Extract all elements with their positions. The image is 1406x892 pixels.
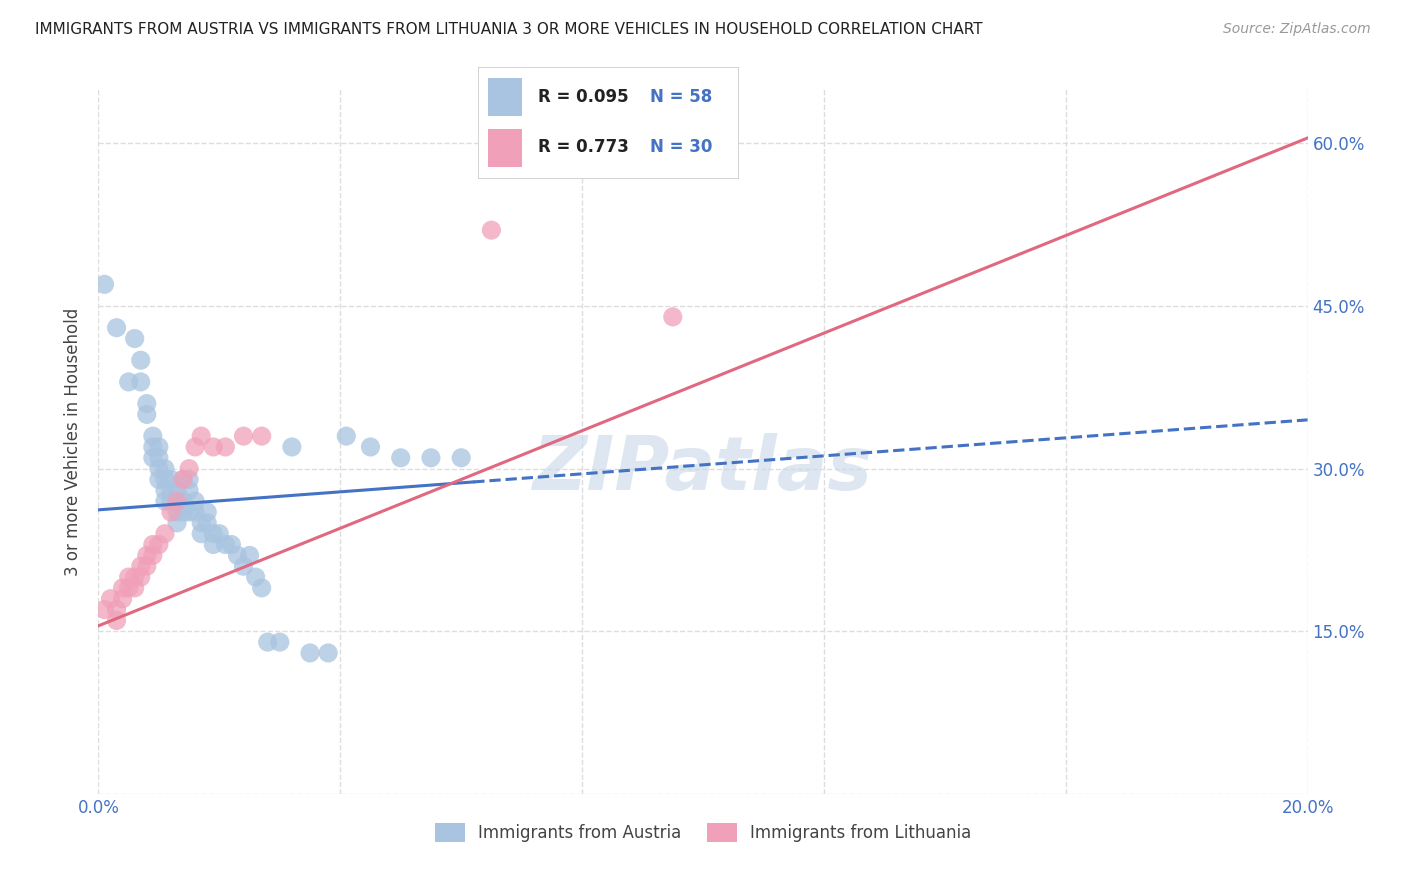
Point — [129, 375, 152, 389]
Point — [179, 473, 201, 487]
Point — [420, 450, 443, 465]
Point — [153, 461, 176, 475]
Point — [281, 440, 304, 454]
Point — [172, 473, 194, 487]
Y-axis label: 3 or more Vehicles in Household: 3 or more Vehicles in Household — [65, 308, 83, 575]
Point — [221, 537, 243, 551]
FancyBboxPatch shape — [488, 78, 522, 116]
Point — [105, 602, 128, 616]
Point — [481, 223, 503, 237]
Text: R = 0.773: R = 0.773 — [538, 138, 628, 156]
Point — [142, 440, 165, 454]
Point — [179, 483, 201, 498]
Point — [232, 559, 254, 574]
Point — [450, 450, 472, 465]
Point — [269, 635, 291, 649]
Point — [232, 429, 254, 443]
Point — [160, 483, 183, 498]
Point — [105, 320, 128, 334]
Point — [190, 516, 212, 530]
Point — [172, 505, 194, 519]
Point — [142, 450, 165, 465]
Point — [118, 375, 141, 389]
Text: N = 30: N = 30 — [650, 138, 711, 156]
Point — [111, 591, 134, 606]
Point — [250, 581, 273, 595]
Point — [118, 570, 141, 584]
Point — [214, 440, 236, 454]
Point — [166, 516, 188, 530]
Point — [129, 559, 152, 574]
Point — [166, 494, 188, 508]
Point — [360, 440, 382, 454]
Point — [166, 483, 188, 498]
Point — [148, 440, 170, 454]
Point — [129, 353, 152, 368]
Point — [166, 494, 188, 508]
Point — [179, 461, 201, 475]
Point — [118, 581, 141, 595]
Point — [389, 450, 412, 465]
Point — [250, 429, 273, 443]
Point — [316, 646, 339, 660]
Point — [105, 614, 128, 628]
Point — [202, 440, 225, 454]
Point — [172, 473, 194, 487]
Point — [202, 537, 225, 551]
Point — [245, 570, 267, 584]
Point — [299, 646, 322, 660]
Point — [135, 559, 157, 574]
Point — [190, 526, 212, 541]
Point — [148, 473, 170, 487]
Point — [93, 602, 115, 616]
Point — [135, 408, 157, 422]
Point — [148, 450, 170, 465]
Point — [239, 549, 262, 563]
Point — [153, 483, 176, 498]
Point — [160, 494, 183, 508]
Point — [129, 570, 152, 584]
FancyBboxPatch shape — [488, 129, 522, 168]
Text: N = 58: N = 58 — [650, 88, 711, 106]
Point — [124, 581, 146, 595]
Point — [148, 537, 170, 551]
Text: R = 0.095: R = 0.095 — [538, 88, 628, 106]
Point — [153, 494, 176, 508]
Point — [184, 494, 207, 508]
Point — [124, 570, 146, 584]
Point — [214, 537, 236, 551]
Point — [184, 440, 207, 454]
Point — [153, 526, 176, 541]
Point — [208, 526, 231, 541]
Legend: Immigrants from Austria, Immigrants from Lithuania: Immigrants from Austria, Immigrants from… — [429, 816, 977, 849]
Point — [124, 332, 146, 346]
Point — [135, 549, 157, 563]
Point — [142, 549, 165, 563]
Point — [202, 526, 225, 541]
Point — [93, 277, 115, 292]
Point — [190, 429, 212, 443]
Point — [179, 505, 201, 519]
Point — [111, 581, 134, 595]
Text: ZIPatlas: ZIPatlas — [533, 434, 873, 507]
Point — [160, 505, 183, 519]
Point — [100, 591, 122, 606]
Point — [184, 505, 207, 519]
Text: IMMIGRANTS FROM AUSTRIA VS IMMIGRANTS FROM LITHUANIA 3 OR MORE VEHICLES IN HOUSE: IMMIGRANTS FROM AUSTRIA VS IMMIGRANTS FR… — [35, 22, 983, 37]
Point — [153, 473, 176, 487]
Point — [148, 461, 170, 475]
Point — [160, 473, 183, 487]
Point — [166, 505, 188, 519]
Point — [172, 494, 194, 508]
Point — [661, 310, 683, 324]
Point — [195, 505, 218, 519]
Point — [226, 549, 249, 563]
Point — [142, 429, 165, 443]
Text: Source: ZipAtlas.com: Source: ZipAtlas.com — [1223, 22, 1371, 37]
Point — [135, 396, 157, 410]
Point — [195, 516, 218, 530]
Point — [256, 635, 278, 649]
Point — [335, 429, 357, 443]
Point — [142, 537, 165, 551]
